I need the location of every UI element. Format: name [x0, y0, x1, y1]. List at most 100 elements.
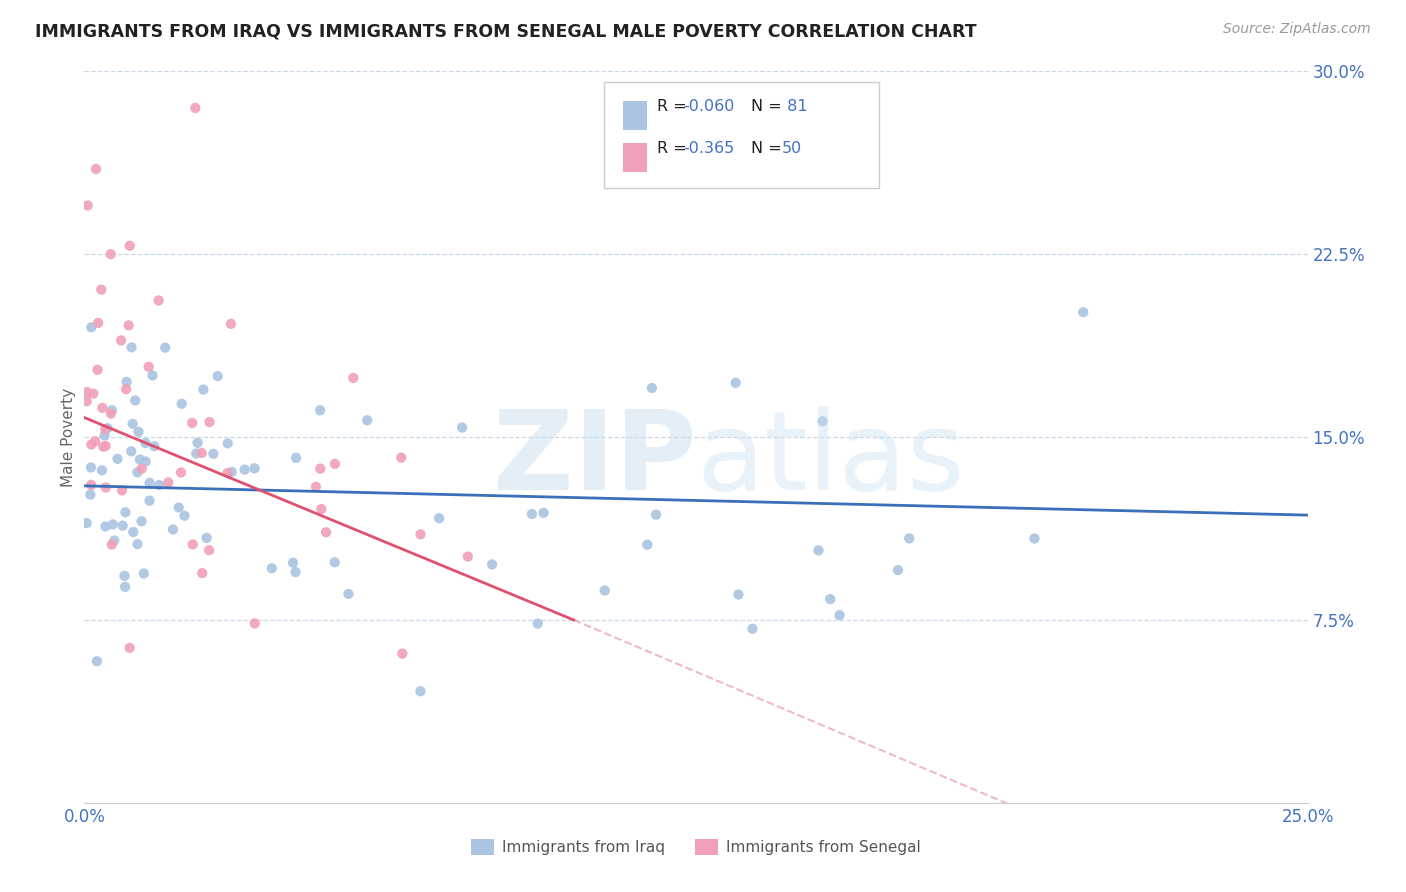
Point	[138, 359, 160, 374]
Point	[122, 524, 145, 539]
Point	[727, 588, 749, 602]
Point	[86, 363, 108, 377]
Point	[195, 531, 218, 545]
Point	[101, 517, 124, 532]
Point	[134, 436, 156, 450]
Point	[181, 416, 204, 430]
Point	[315, 525, 337, 540]
Point	[110, 334, 132, 348]
Point	[135, 454, 157, 468]
Point	[820, 592, 842, 607]
Point	[80, 478, 103, 492]
Point	[202, 447, 225, 461]
Point	[94, 519, 117, 533]
Point	[111, 483, 134, 498]
Point	[311, 502, 333, 516]
Point	[124, 393, 146, 408]
Point	[898, 532, 921, 546]
Point	[170, 397, 193, 411]
Point	[186, 446, 208, 460]
Point	[76, 384, 98, 399]
Point	[1071, 305, 1094, 319]
Point	[593, 583, 616, 598]
Point	[198, 543, 221, 558]
Point	[131, 514, 153, 528]
Point	[121, 417, 143, 431]
Point	[207, 369, 229, 384]
Point	[641, 381, 664, 395]
Point	[118, 239, 141, 253]
Point	[187, 435, 209, 450]
Point	[132, 566, 155, 581]
Point	[120, 444, 142, 458]
Point	[828, 608, 851, 623]
Bar	[623, 101, 647, 130]
Point	[887, 563, 910, 577]
Point	[356, 413, 378, 427]
Point	[101, 403, 124, 417]
Point	[141, 368, 163, 383]
Point	[526, 616, 548, 631]
Point	[217, 436, 239, 450]
Text: atlas: atlas	[696, 406, 965, 513]
Point	[389, 450, 412, 465]
Point	[138, 475, 160, 490]
Point	[533, 506, 555, 520]
Point	[76, 394, 98, 409]
Point	[409, 684, 432, 698]
Point	[807, 543, 830, 558]
Point	[811, 414, 834, 428]
Text: N =: N =	[751, 141, 787, 156]
Point	[86, 654, 108, 668]
Point	[118, 640, 141, 655]
Y-axis label: Male Poverty: Male Poverty	[60, 387, 76, 487]
Point	[103, 533, 125, 548]
Point	[323, 555, 346, 569]
Point	[94, 439, 117, 453]
Point	[243, 461, 266, 475]
Point	[409, 527, 432, 541]
Point	[724, 376, 747, 390]
Point	[114, 505, 136, 519]
FancyBboxPatch shape	[605, 82, 880, 188]
Point	[233, 463, 256, 477]
Point	[427, 511, 450, 525]
Point	[309, 461, 332, 475]
Point	[80, 320, 103, 334]
Point	[90, 283, 112, 297]
Point	[391, 647, 413, 661]
Point	[129, 452, 152, 467]
Point	[193, 383, 215, 397]
Point	[173, 508, 195, 523]
Text: ZIP: ZIP	[492, 406, 696, 513]
Point	[84, 161, 107, 176]
Point	[451, 420, 474, 434]
Text: 50: 50	[782, 141, 801, 156]
Point	[260, 561, 283, 575]
Point	[107, 451, 129, 466]
Point	[337, 587, 360, 601]
Point	[115, 382, 138, 396]
Point	[82, 386, 104, 401]
Point	[309, 403, 332, 417]
Point	[170, 466, 193, 480]
Point	[162, 523, 184, 537]
Point	[1024, 532, 1046, 546]
Point	[79, 487, 101, 501]
Point	[90, 463, 112, 477]
Point	[243, 616, 266, 631]
Point	[84, 434, 107, 449]
Text: R =: R =	[657, 99, 692, 114]
Point	[76, 198, 98, 212]
Point	[285, 450, 308, 465]
Point	[76, 516, 98, 530]
Point	[305, 480, 328, 494]
Point	[636, 538, 658, 552]
Point	[94, 481, 117, 495]
Point	[115, 375, 138, 389]
Point	[131, 462, 153, 476]
Point	[157, 475, 180, 490]
Point	[138, 493, 160, 508]
Point	[114, 580, 136, 594]
Text: Source: ZipAtlas.com: Source: ZipAtlas.com	[1223, 22, 1371, 37]
